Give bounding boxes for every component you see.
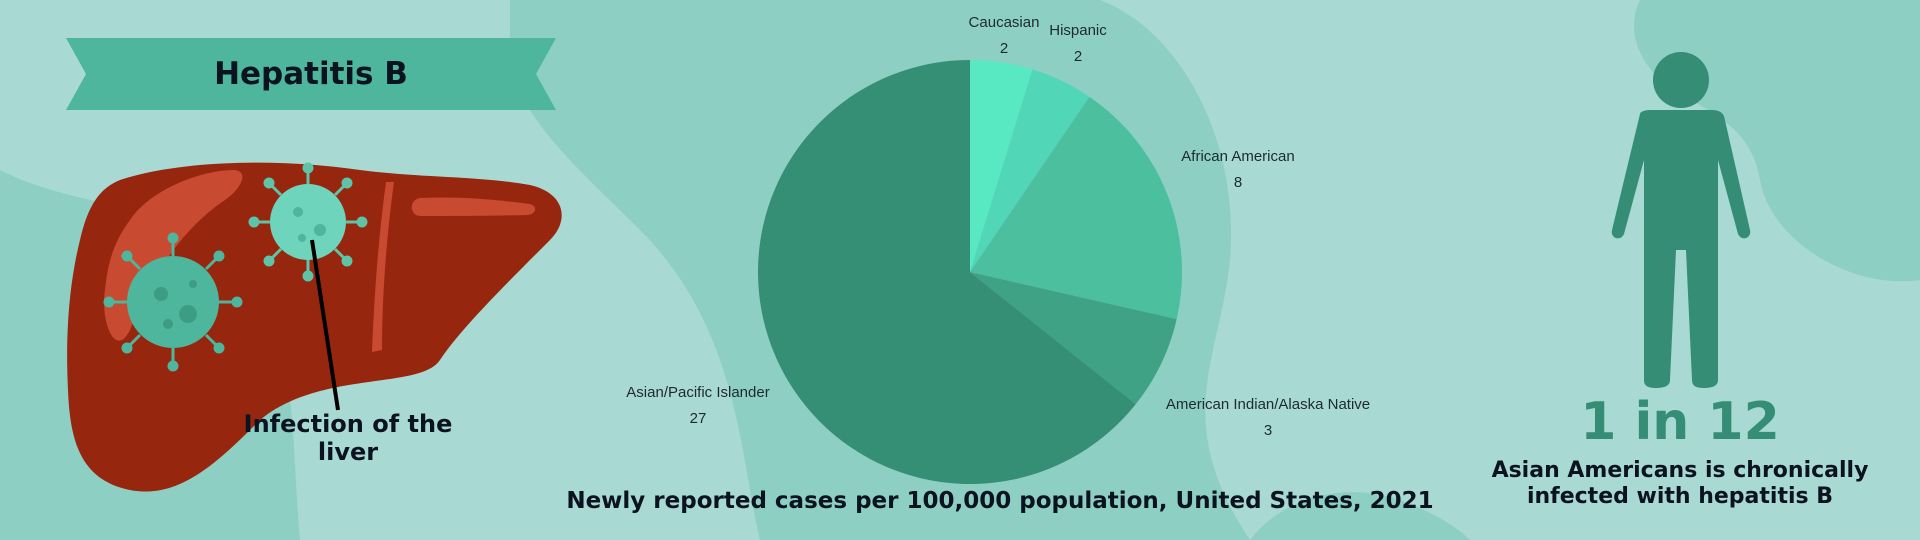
liver-highlight-right <box>411 197 536 216</box>
liver-lobe-line <box>372 182 394 352</box>
pie-slice <box>970 272 1177 405</box>
pie-label: Caucasian 2 <box>884 10 1124 62</box>
pointer-line <box>310 239 340 411</box>
pie-slice <box>758 60 1136 484</box>
virus-icon <box>103 232 243 372</box>
pie-label-value: 2 <box>999 40 1009 57</box>
banner-title: Hepatitis B <box>214 56 408 92</box>
pie-slice <box>970 96 1182 320</box>
pie-label: Hispanic 2 <box>958 18 1198 70</box>
pie-label-value: 8 <box>1233 174 1243 191</box>
virus-icon <box>248 162 368 282</box>
pie-chart <box>758 60 1182 484</box>
pie-label-category: Caucasian <box>968 14 1040 31</box>
liver-illustration <box>67 162 562 492</box>
pie-label-value: 2 <box>1073 48 1083 65</box>
title-banner <box>66 38 556 110</box>
pie-label-category: Asian/Pacific Islander <box>626 384 770 401</box>
pie-label: Asian/Pacific Islander 27 <box>578 380 818 432</box>
person-icon <box>1611 52 1751 388</box>
bottom-right-blob <box>1250 492 1470 540</box>
pie-label-value: 27 <box>689 410 707 427</box>
pie-label-value: 3 <box>1263 422 1273 439</box>
liver-shape <box>67 162 562 492</box>
pie-slice <box>970 69 1090 272</box>
liver-caption: Infection of the liver <box>243 410 453 466</box>
chart-title: Newly reported cases per 100,000 populat… <box>566 488 1434 514</box>
pie-slice <box>970 60 1033 272</box>
pie-label-category: American Indian/Alaska Native <box>1165 396 1371 413</box>
stat-description: Asian Americans is chronically infected … <box>1491 458 1869 509</box>
pie-label-category: Hispanic <box>1049 22 1107 39</box>
pie-label: American Indian/Alaska Native 3 <box>1148 392 1388 444</box>
pie-label: African American 8 <box>1118 144 1358 196</box>
pie-label-category: African American <box>1181 148 1295 165</box>
stat-headline: 1 in 12 <box>1580 392 1780 452</box>
